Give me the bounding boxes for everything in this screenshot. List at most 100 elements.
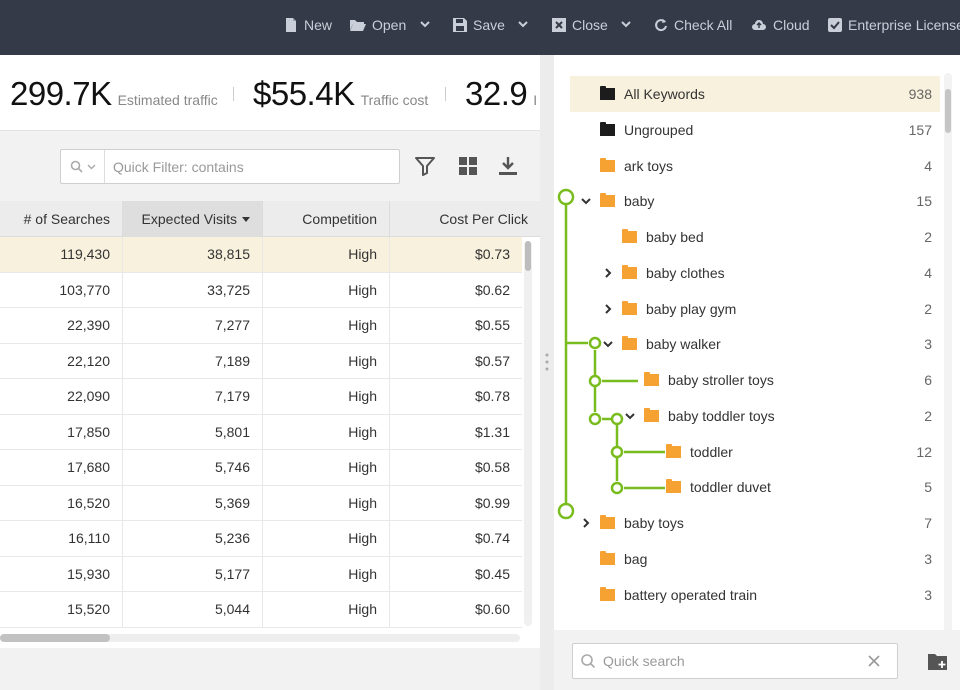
open-dropdown-icon[interactable] [418,17,432,31]
table-cell: High [263,450,390,485]
table-row[interactable]: 17,680 5,746 High $0.58 [0,450,522,486]
table-row[interactable]: 17,850 5,801 High $1.31 [0,414,522,450]
check-all-button[interactable]: Check All [654,15,732,35]
sort-desc-icon [242,216,250,222]
tree-item[interactable]: ark toys 4 [570,148,940,184]
table-row[interactable]: 16,110 5,236 High $0.74 [0,521,522,557]
save-disk-icon [453,18,467,32]
checkbox-icon [828,18,842,32]
chevron-down-icon[interactable] [602,338,614,350]
grid-layout-icon[interactable] [457,155,479,177]
tree-item[interactable]: battery operated train 3 [570,577,940,613]
table-row[interactable]: 22,090 7,179 High $0.78 [0,379,522,415]
download-icon[interactable] [497,155,519,177]
tree-item-label: toddler [690,443,733,460]
tree-item[interactable]: All Keywords 938 [570,76,940,112]
table-cell: 5,177 [123,556,263,591]
scroll-thumb[interactable] [945,89,951,133]
table-vertical-scrollbar[interactable] [524,241,532,626]
add-folder-icon[interactable] [928,652,950,672]
tree-item[interactable]: baby 15 [570,183,940,219]
quick-filter-input[interactable] [105,158,385,175]
tree-item[interactable]: toddler duvet 5 [570,469,940,505]
check-all-label: Check All [674,17,733,33]
table-cell: $0.55 [474,317,510,334]
table-row[interactable]: 22,390 7,277 High $0.55 [0,308,522,344]
cloud-button[interactable]: Cloud [751,15,810,35]
metric-traffic-cost: $55.4K Traffic cost [253,75,428,113]
chevron-right-icon[interactable] [602,303,614,315]
table-cell: 16,520 [0,485,123,520]
groups-pane: All Keywords 938 Ungrouped 157 ark toys 4 baby… [554,55,960,690]
close-dropdown-icon[interactable] [619,17,633,31]
filter-mode-dropdown[interactable] [61,150,105,183]
metric-value: $55.4K [253,75,355,112]
table-cell: 15,930 [0,556,123,591]
folder-icon [600,193,615,208]
quick-search-input[interactable] [599,653,859,669]
tree-item[interactable]: baby walker 3 [570,326,940,362]
table-cell: $0.73 [474,246,510,263]
new-button[interactable]: New [284,15,332,35]
table-cell: $0.99 [474,494,510,511]
tree-item[interactable]: toddler 12 [570,434,940,470]
tree-item[interactable]: Ungrouped 157 [570,112,940,148]
tree-item-count: 3 [924,550,932,567]
enterprise-license-button[interactable]: Enterprise License [828,15,960,35]
tree-item[interactable]: baby toys 7 [570,505,940,541]
table-cell: 5,236 [123,521,263,556]
table-cell: 15,520 [0,592,123,627]
column-header-competition[interactable]: Competition [263,201,390,237]
chevron-down-icon[interactable] [580,195,592,207]
metric-label: Traffic cost [360,92,429,108]
tree-scrollbar[interactable] [944,73,952,638]
tree-item-count: 7 [924,515,932,531]
chevron-right-icon[interactable] [580,517,592,529]
table-row[interactable]: 119,430 38,815 High $0.73 [0,237,522,273]
table-row[interactable]: 103,770 33,725 High $0.62 [0,272,522,308]
close-button[interactable]: Close [552,15,608,35]
chevron-down-icon[interactable] [624,410,636,422]
table-row[interactable]: 16,520 5,369 High $0.99 [0,485,522,521]
table-cell: 5,746 [123,450,263,485]
tree-item[interactable]: baby play gym 2 [570,291,940,327]
column-header-cost-per-click[interactable]: Cost Per Click [390,201,540,237]
save-label: Save [473,17,505,33]
folder-icon [644,372,659,386]
table-cell: $0.45 [474,565,510,582]
scroll-thumb[interactable] [0,634,110,642]
pane-splitter[interactable] [540,55,554,690]
tree-item-count: 4 [924,157,932,174]
metrics-bar: 299.7K Estimated traffic $55.4K Traffic … [0,55,540,131]
tree-item-count: 3 [924,336,932,353]
column-header-searches[interactable]: # of Searches [0,201,123,237]
table-horizontal-scrollbar[interactable] [0,634,520,642]
clear-icon[interactable] [867,654,881,668]
table-body: 119,430 38,815 High $0.73 103,770 33,725 High $… [0,237,522,628]
table-row[interactable]: 15,520 5,044 High $0.60 [0,592,522,628]
table-row[interactable]: 15,930 5,177 High $0.45 [0,556,522,592]
tree-item-count: 15 [916,193,932,210]
folder-icon [666,479,681,494]
tree-item[interactable]: baby stroller toys 6 [570,362,940,398]
table-cell: High [263,308,390,343]
tree-item-count: 3 [924,586,932,603]
column-header-expected-visits[interactable]: Expected Visits [123,201,263,237]
tree-item[interactable]: baby clothes 4 [570,255,940,291]
chevron-right-icon[interactable] [602,267,614,279]
save-dropdown-icon[interactable] [516,17,530,31]
scroll-thumb[interactable] [525,241,531,271]
table-row[interactable]: 22,120 7,189 High $0.57 [0,343,522,379]
left-footer [0,648,540,690]
tree-item[interactable]: baby toddler toys 2 [570,398,940,434]
tree-item[interactable]: bag 3 [570,541,940,577]
save-button[interactable]: Save [453,15,505,35]
filter-icon[interactable] [414,155,436,177]
drag-handle-icon [545,353,549,371]
column-title: Competition [302,211,377,227]
tree-item[interactable]: baby bed 2 [570,219,940,255]
table-cell: 38,815 [123,237,263,272]
top-toolbar: New Open Save Close Check All Cloud Ente… [0,0,960,55]
folder-icon [622,264,637,279]
open-button[interactable]: Open [350,15,406,35]
